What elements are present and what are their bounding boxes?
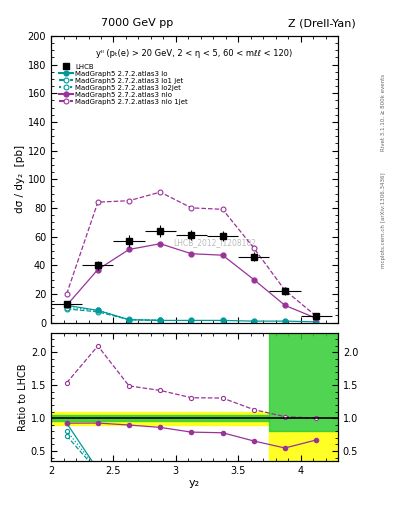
Bar bbox=[269, 333, 338, 431]
Bar bbox=[51, 412, 269, 424]
Text: 7000 GeV pp: 7000 GeV pp bbox=[101, 18, 174, 28]
Bar bbox=[51, 415, 269, 421]
X-axis label: y₂: y₂ bbox=[189, 478, 200, 488]
Text: LHCB_2012_I1208102: LHCB_2012_I1208102 bbox=[173, 238, 256, 247]
Legend: LHCB, MadGraph5 2.7.2.atlas3 lo, MadGraph5 2.7.2.atlas3 lo1 jet, MadGraph5 2.7.2: LHCB, MadGraph5 2.7.2.atlas3 lo, MadGrap… bbox=[57, 62, 190, 106]
Y-axis label: dσ / dy₂  [pb]: dσ / dy₂ [pb] bbox=[15, 145, 25, 214]
Bar bbox=[269, 431, 338, 461]
Text: yˡˡ (pₜ(e) > 20 GeV, 2 < η < 5, 60 < mℓℓ < 120): yˡˡ (pₜ(e) > 20 GeV, 2 < η < 5, 60 < mℓℓ… bbox=[96, 49, 293, 58]
Y-axis label: Ratio to LHCB: Ratio to LHCB bbox=[18, 363, 28, 431]
Text: Z (Drell-Yan): Z (Drell-Yan) bbox=[288, 18, 356, 28]
Text: Rivet 3.1.10, ≥ 800k events: Rivet 3.1.10, ≥ 800k events bbox=[381, 74, 386, 151]
Text: mcplots.cern.ch [arXiv:1306.3436]: mcplots.cern.ch [arXiv:1306.3436] bbox=[381, 173, 386, 268]
